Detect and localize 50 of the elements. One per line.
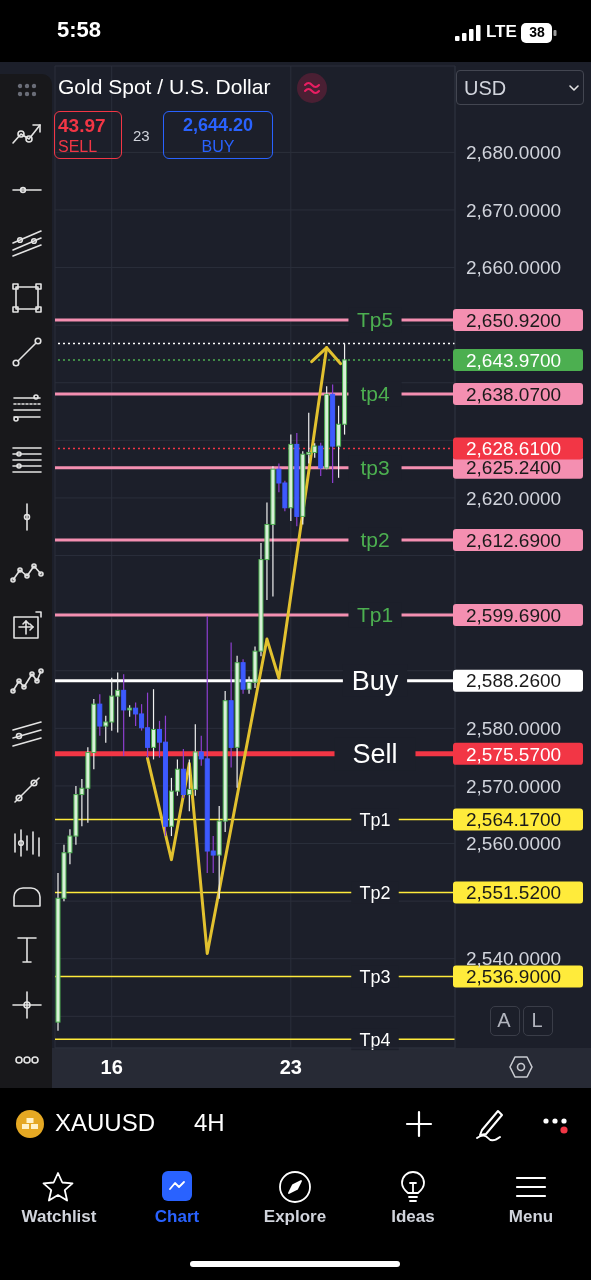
annotation: 43.97: [58, 115, 106, 138]
ref-line-label: Tp1: [359, 809, 391, 830]
text: 2,588.2600: [466, 670, 562, 692]
text: LTE: [486, 22, 517, 43]
x-tick-label: 16: [100, 1056, 123, 1079]
text: 2,599.6900: [466, 604, 562, 626]
text: Chart: [154, 1207, 200, 1228]
text: Watchlist: [21, 1207, 97, 1228]
text: 2,612.6900: [466, 529, 562, 551]
text: Menu: [508, 1207, 554, 1228]
text: A: [497, 1008, 511, 1032]
text: Ideas: [391, 1207, 435, 1228]
text: 2,650.9200: [466, 309, 562, 331]
annotation: 23: [133, 127, 150, 145]
y-tick-label: 2,670.0000: [466, 199, 562, 221]
text: 2,551.5200: [466, 882, 562, 904]
annotation: SELL: [58, 137, 98, 157]
text: 2,625.2400: [466, 457, 562, 479]
text: 4H: [194, 1109, 225, 1138]
text: XAUUSD: [55, 1109, 156, 1138]
text: USD: [464, 76, 507, 100]
ref-line-label: Sell: [352, 739, 398, 770]
annotation: 2,644.20: [182, 115, 254, 137]
chart-title: Gold Spot / U.S. Dollar: [58, 74, 271, 100]
ref-line-label: tp3: [360, 456, 390, 480]
y-tick-label: 2,580.0000: [466, 718, 562, 740]
ref-line-label: Tp4: [359, 1029, 391, 1050]
ref-line-label: tp4: [360, 382, 390, 406]
ref-line-label: Tp3: [359, 966, 391, 987]
y-tick-label: 2,560.0000: [466, 833, 562, 855]
text: 2,643.9700: [466, 349, 562, 371]
ref-line-label: Tp2: [359, 882, 391, 903]
text: 2,638.0700: [466, 383, 562, 405]
y-tick-label: 2,540.0000: [466, 948, 562, 970]
y-tick-label: 2,570.0000: [466, 775, 562, 797]
y-tick-label: 2,680.0000: [466, 142, 562, 164]
ref-line-label: Tp1: [356, 603, 394, 627]
y-tick-label: 2,660.0000: [466, 257, 562, 279]
text: 38: [529, 24, 545, 41]
y-tick-label: 2,620.0000: [466, 487, 562, 509]
text: 5:58: [57, 17, 102, 44]
ref-line-label: Tp5: [356, 308, 394, 332]
ref-line-label: tp2: [360, 528, 390, 552]
text: 2,564.1700: [466, 809, 562, 831]
ref-line-label: Buy: [351, 666, 399, 697]
text: Explore: [263, 1207, 327, 1228]
annotation: BUY: [201, 137, 235, 157]
text: L: [531, 1008, 543, 1032]
text: 2,628.6100: [466, 438, 562, 460]
text: 2,575.5700: [466, 743, 562, 765]
